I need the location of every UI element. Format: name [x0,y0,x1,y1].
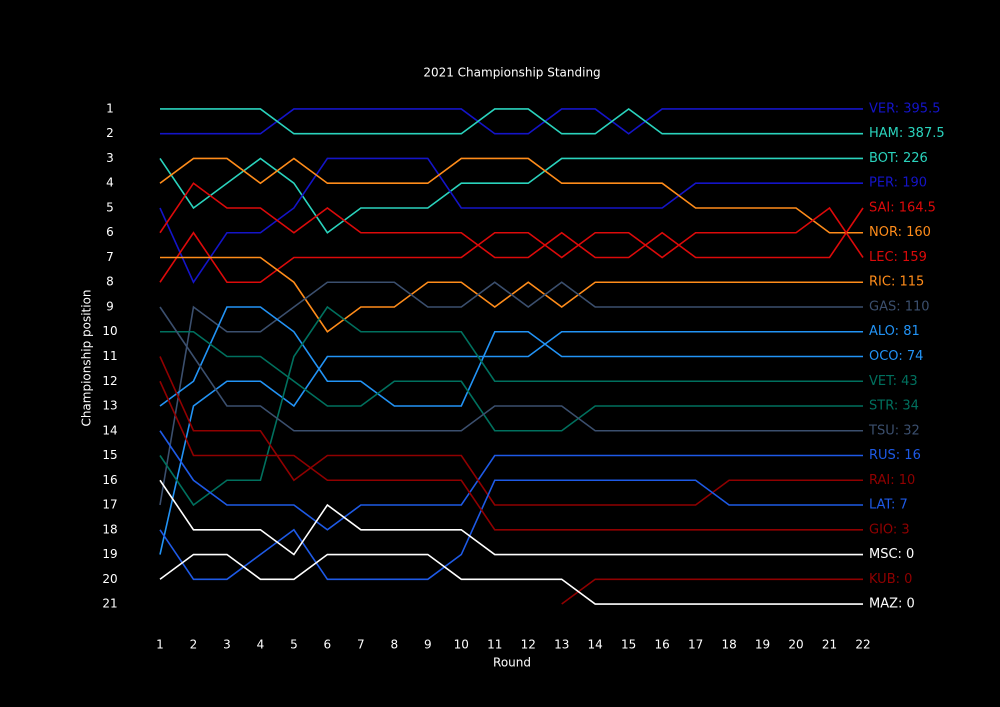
y-tick-label: 6 [106,225,114,239]
x-tick-label: 3 [223,638,231,652]
x-tick-label: 21 [822,638,837,652]
series-line [159,306,863,432]
x-tick-label: 15 [621,638,636,652]
series-label: TSU: 32 [868,423,920,438]
series-label: VET: 43 [869,374,918,389]
y-tick-label: 20 [102,572,117,586]
series-line [159,553,863,605]
x-tick-label: 10 [454,638,469,652]
y-tick-label: 7 [106,250,114,264]
series-label: RAI: 10 [869,473,915,488]
x-tick-label: 5 [290,638,298,652]
series-label: PER: 190 [869,176,927,191]
series-label: KUB: 0 [869,572,912,587]
series-label: GAS: 110 [869,299,930,314]
y-tick-label: 19 [102,547,117,561]
x-tick-label: 7 [357,638,365,652]
series-line [159,430,863,531]
series-label: LAT: 7 [869,498,908,513]
y-tick-label: 17 [102,498,117,512]
x-tick-label: 20 [788,638,803,652]
x-tick-label: 16 [655,638,670,652]
series-line [159,380,863,531]
series-label: MAZ: 0 [869,597,915,612]
series-label: ALO: 81 [869,324,920,339]
series-label: RUS: 16 [869,448,921,463]
series-label: GIO: 3 [869,522,910,537]
y-tick-label: 1 [106,101,114,115]
series-line [561,578,863,605]
y-tick-label: 10 [102,324,117,338]
series-label: NOR: 160 [869,225,931,240]
y-tick-label: 12 [102,374,117,388]
chart-title: 2021 Championship Standing [423,66,600,80]
series-label: RIC: 115 [869,275,924,290]
x-tick-label: 8 [391,638,399,652]
x-tick-label: 2 [190,638,198,652]
x-tick-label: 6 [324,638,332,652]
x-tick-label: 1 [156,638,164,652]
y-tick-label: 11 [102,349,117,363]
x-tick-label: 9 [424,638,432,652]
series-line [159,330,863,555]
series-label: HAM: 387.5 [869,126,945,141]
series-label: STR: 34 [869,399,919,414]
series-line [159,182,864,259]
y-tick-label: 18 [102,522,117,536]
y-tick-label: 3 [106,151,114,165]
series-label: SAI: 164.5 [869,200,936,215]
x-axis-label: Round [493,656,531,670]
series-line [160,330,863,432]
y-tick-label: 15 [102,448,117,462]
series-label: BOT: 226 [869,151,928,166]
series-label: LEC: 159 [869,250,927,265]
y-tick-label: 21 [102,597,117,611]
y-tick-label: 2 [106,126,114,140]
x-tick-label: 14 [588,638,603,652]
series-line [159,306,863,407]
series-label: MSC: 0 [869,547,914,562]
y-tick-label: 16 [102,473,117,487]
y-tick-label: 8 [106,275,114,289]
y-tick-label: 5 [106,200,114,214]
y-axis-label: Championship position [80,289,94,426]
y-tick-label: 14 [102,423,117,437]
x-tick-label: 19 [755,638,770,652]
x-tick-label: 12 [521,638,536,652]
series-label: OCO: 74 [869,349,923,364]
series-label: VER: 395.5 [869,101,940,116]
x-tick-label: 4 [257,638,265,652]
x-tick-label: 17 [688,638,703,652]
y-tick-label: 9 [106,299,114,313]
x-tick-label: 22 [855,638,870,652]
series-line [159,157,863,234]
y-tick-label: 13 [102,399,117,413]
x-tick-label: 11 [487,638,502,652]
y-tick-label: 4 [106,176,114,190]
x-tick-label: 13 [554,638,569,652]
series-line [160,107,863,135]
x-tick-label: 18 [721,638,736,652]
series-line [159,479,863,556]
